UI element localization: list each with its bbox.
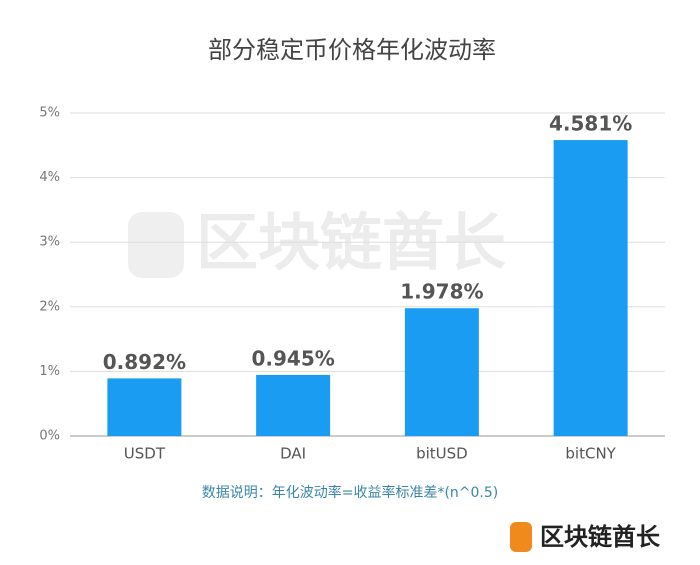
bar bbox=[107, 378, 182, 436]
value-label: 0.945% bbox=[251, 346, 334, 370]
x-tick-label: bitCNY bbox=[565, 445, 616, 463]
y-tick-label: 1% bbox=[39, 364, 60, 379]
note: 数据说明：年化波动率=收益率标准差*(n^0.5) bbox=[202, 484, 499, 501]
y-tick-label: 5% bbox=[39, 106, 60, 121]
x-tick-label: USDT bbox=[124, 445, 166, 463]
chart-title: 部分稳定币价格年化波动率 bbox=[208, 36, 496, 64]
brand-icon bbox=[510, 522, 532, 552]
y-tick-label: 3% bbox=[39, 235, 60, 250]
value-label: 4.581% bbox=[549, 112, 632, 136]
watermark-icon bbox=[128, 212, 184, 278]
y-tick-label: 2% bbox=[39, 299, 60, 314]
value-label: 0.892% bbox=[103, 350, 186, 374]
x-tick-label: DAI bbox=[280, 445, 306, 463]
x-tick-label: bitUSD bbox=[416, 445, 468, 463]
value-label: 1.978% bbox=[400, 280, 483, 304]
bar bbox=[404, 308, 479, 436]
y-tick-label: 0% bbox=[39, 429, 60, 444]
bar bbox=[256, 374, 331, 436]
bar bbox=[553, 140, 628, 437]
y-tick-label: 4% bbox=[39, 170, 60, 185]
brand: 区块链酋长 bbox=[540, 523, 661, 551]
